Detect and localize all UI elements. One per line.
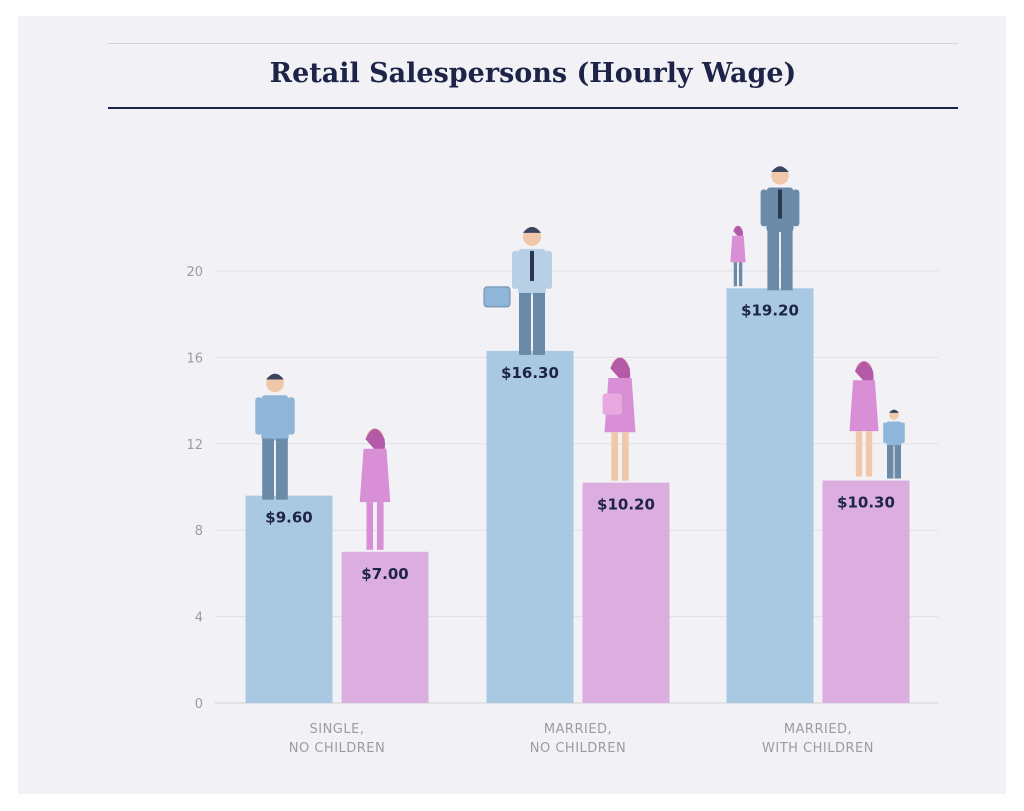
y-tick-label: 20 [186, 265, 203, 280]
daughter-figure-icon [730, 225, 746, 287]
bag-icon [602, 393, 622, 415]
chart-title: Retail Salespersons (Hourly Wage) [269, 58, 797, 89]
y-tick-label: 12 [186, 438, 203, 453]
x-category-label: SINGLE, [310, 722, 365, 737]
woman-with-bag-icon [602, 357, 636, 481]
bar [582, 482, 670, 703]
x-category-label: NO CHILDREN [530, 741, 627, 756]
bar [726, 288, 814, 703]
data-label: $16.30 [501, 364, 559, 382]
bar [341, 551, 429, 703]
y-tick-label: 16 [186, 351, 203, 366]
woman-figure-icon [359, 428, 391, 550]
businessman-with-briefcase-icon [483, 226, 552, 355]
data-label: $10.20 [597, 496, 655, 514]
mother-with-son-icon [849, 361, 879, 477]
title-underline [108, 107, 958, 109]
son-figure-icon [883, 409, 905, 479]
top-divider [108, 43, 958, 44]
data-label: $10.30 [837, 494, 895, 512]
x-category-label: MARRIED, [544, 722, 612, 737]
y-tick-label: 0 [195, 697, 203, 712]
x-category-label: NO CHILDREN [289, 741, 386, 756]
x-category-label: WITH CHILDREN [762, 741, 874, 756]
y-tick-label: 4 [195, 611, 203, 626]
bar [245, 495, 333, 703]
bar [822, 480, 910, 703]
data-label: $19.20 [741, 301, 799, 319]
bar [486, 350, 574, 703]
man-figure-icon [255, 373, 295, 500]
y-tick-label: 8 [195, 524, 203, 539]
data-label: $7.00 [361, 565, 408, 583]
father-with-daughter-icon [760, 166, 800, 291]
data-label: $9.60 [265, 509, 312, 527]
briefcase-icon [483, 286, 511, 308]
x-category-label: MARRIED, [784, 722, 852, 737]
